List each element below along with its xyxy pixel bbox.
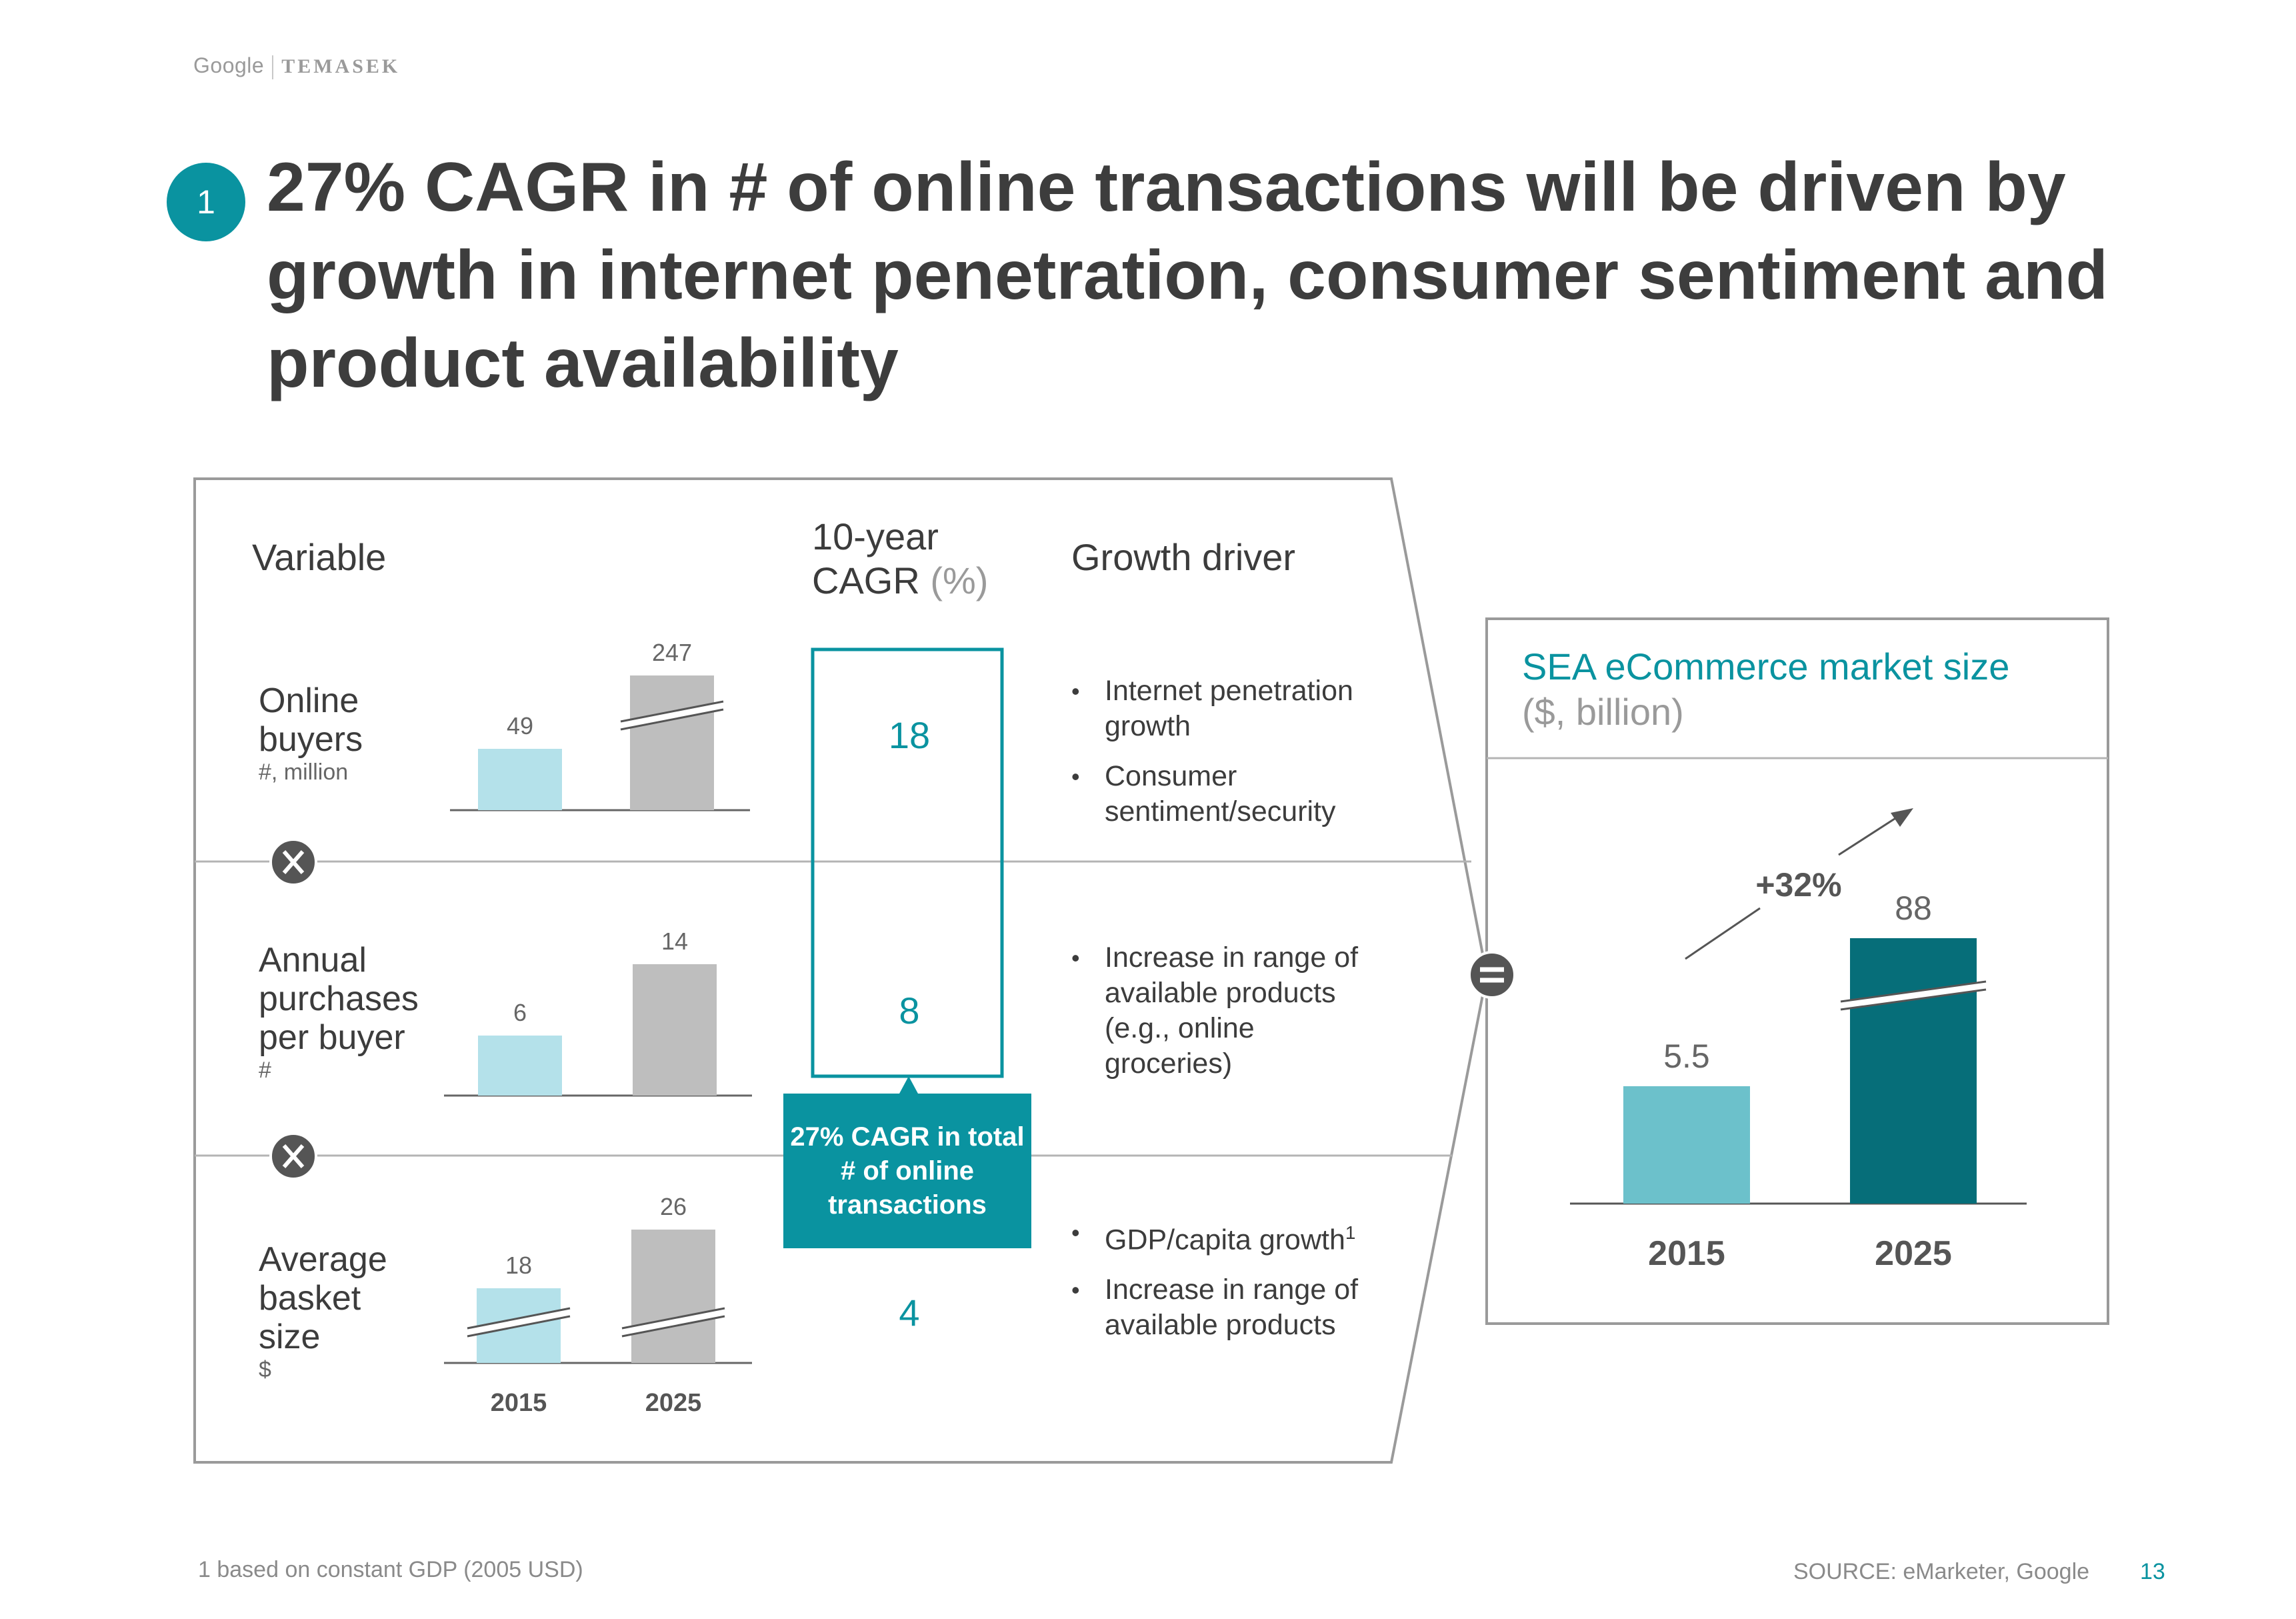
driver-bullet: Increase in range of available products [1071,1272,1385,1343]
bar-value-label: 26 [660,1193,687,1220]
logo: Google TEMASEK [193,53,400,79]
bar-2025 [633,964,717,1096]
section-number-badge: 1 [167,163,245,241]
market-bar-value-label: 5.5 [1663,1038,1710,1075]
variable-name-line: Annual [259,941,367,980]
axis-break-line [621,1307,725,1330]
google-logo-text: Google [193,53,265,77]
multiply-icon [269,1132,317,1180]
axis-break-mark [621,701,723,729]
variable-name-line: Online [259,681,359,720]
temasek-logo-text: TEMASEK [281,55,401,77]
market-size-title: SEA eCommerce market size [1522,645,2010,687]
driver-bullet: GDP/capita growth1 [1071,1215,1385,1258]
variable-name-line: purchases [259,980,419,1018]
axis-break-mark [622,1308,725,1336]
market-bar-2015 [1623,1086,1750,1204]
growth-annotation: +32% [1755,866,1841,904]
cagr-header-line2: CAGR [812,559,920,601]
variable-annual-purchases: Annual purchases per buyer # [259,941,419,1084]
variable-name-line: Average [259,1240,387,1279]
driver-bullet: Consumer sentiment/security [1071,759,1385,830]
growth-arrow-head [1891,808,1913,827]
cagr-value-basket-size: 4 [899,1292,920,1334]
page-title: 27% CAGR in # of online transactions wil… [267,149,2109,402]
page-number: 13 [2140,1559,2165,1584]
axis-break-line [620,708,724,731]
axis-break-line [467,1307,571,1330]
bar-value-label: 247 [652,639,692,666]
left-panel-frame [193,477,1489,1464]
variable-unit: # [259,1058,271,1083]
bar-value-label: 14 [661,928,688,955]
cagr-header-line1: 10-year [812,515,939,557]
variable-name-line: size [259,1318,321,1356]
growth-arrow-line [1838,815,1899,856]
market-bar-2025 [1850,938,1977,1204]
growth-arrow-tail [1685,907,1761,960]
variable-unit: $ [259,1357,271,1382]
axis-break-line [467,1315,571,1338]
growth-driver-header: Growth driver [1071,536,1296,578]
cagr-value-online-buyers: 18 [888,714,931,756]
axis-break-line [621,1315,725,1338]
total-cagr-callout: 27% CAGR in total # of online transactio… [783,1076,1031,1248]
market-x-axis-label: 2015 [1648,1234,1725,1273]
equals-icon [1468,951,1516,999]
axis-break-line [620,700,724,723]
bar-value-label: 6 [513,999,527,1026]
x-axis-label: 2025 [645,1389,702,1417]
bar-2025 [630,675,714,810]
driver-bullet: Internet penetration growth [1071,673,1385,744]
driver-bullet: Increase in range of available products … [1071,940,1385,1082]
logo-divider [272,55,274,79]
market-bar-value-label: 88 [1895,890,1932,927]
variable-unit: #, million [259,759,349,785]
market-size-subtitle: ($, billion) [1522,691,1684,733]
market-x-axis-label: 2025 [1875,1234,1952,1273]
variable-online-buyers: Online buyers #, million [259,681,363,785]
variable-name-line: buyers [259,720,363,759]
source-note: SOURCE: eMarketer, Google [1793,1559,2090,1584]
variable-name-line: basket [259,1279,361,1318]
cagr-header: 10-year CAGR (%) [812,515,988,603]
variable-name-line: per buyer [259,1018,405,1057]
x-axis-label: 2015 [491,1389,547,1417]
axis-break-line [1840,988,1987,1011]
driver-text: GDP/capita growth [1105,1224,1345,1256]
bar-2015 [478,1036,562,1096]
bar-value-label: 49 [507,712,533,739]
footnote: 1 based on constant GDP (2005 USD) [198,1557,583,1582]
variable-header: Variable [252,536,387,578]
growth-drivers-annual-purchases: Increase in range of available products … [1071,940,1385,1096]
bar-2015 [478,749,562,810]
cagr-value-annual-purchases: 8 [899,990,920,1032]
multiply-icon [269,838,317,886]
footnote-marker: 1 [1345,1222,1356,1243]
bar-2025 [631,1230,715,1363]
axis-break-mark [467,1308,570,1336]
axis-break-line [1840,980,1987,1003]
axis-break-mark [1841,982,1986,1010]
growth-drivers-basket-size: GDP/capita growth1 Increase in range of … [1071,1215,1385,1358]
cagr-header-unit: (%) [930,559,989,601]
bar-value-label: 18 [505,1252,532,1279]
growth-drivers-online-buyers: Internet penetration growth Consumer sen… [1071,673,1385,844]
variable-average-basket-size: Average basket size $ [259,1240,387,1383]
